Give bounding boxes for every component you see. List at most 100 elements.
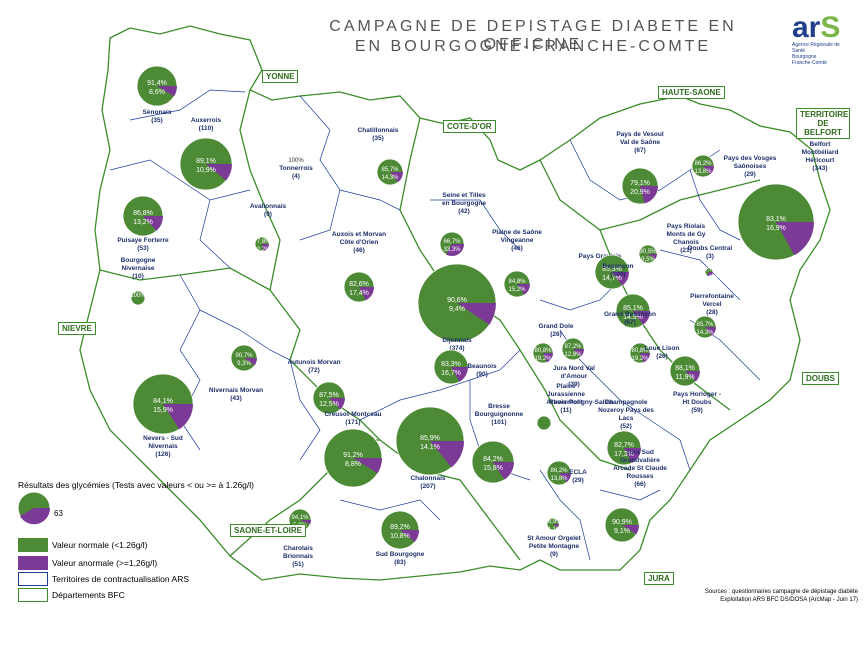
territory-11-pie-abnormal bbox=[640, 186, 658, 204]
dept-label-yonne: YONNE bbox=[262, 70, 299, 83]
territory-33-label-line: Champagnole bbox=[605, 399, 648, 406]
territory-12-abnormal-pct: 13,8% bbox=[694, 169, 712, 175]
territory-37-label: St Amour Orgelet Petite Montagne (9) bbox=[527, 535, 581, 558]
territory-10-normal-pct: 100% bbox=[130, 293, 146, 299]
territory-26-abnormal-pct: 12,5% bbox=[319, 401, 339, 408]
ars-logo-mark: arS bbox=[792, 11, 841, 44]
territory-3-pie-abnormal bbox=[390, 172, 403, 183]
ars-logo: arS Agence Régionale de Santé Bourgogne … bbox=[792, 11, 854, 67]
territory-29-label-line: Creusot-Montceau bbox=[324, 411, 381, 418]
territory-21-label-line: (90) bbox=[476, 371, 488, 378]
territory-18-pie-abnormal bbox=[633, 311, 650, 325]
territory-pies: 91,4%8,6%Sénonais (35)89,1%10,9%Auxerrois… bbox=[117, 65, 840, 568]
territory-21-abnormal-pct: 16,7% bbox=[441, 370, 461, 377]
territory-7-normal-pct: 66,7% bbox=[443, 239, 461, 245]
territory-20-label-line: (43) bbox=[230, 395, 242, 402]
territory-2-label-line: (4) bbox=[292, 173, 300, 180]
territory-17-label-line: Doubs Central bbox=[688, 245, 733, 252]
territory-14-pie-abnormal bbox=[648, 254, 657, 260]
territory-26-pie-abnormal bbox=[329, 398, 345, 410]
territory-20-pie-abnormal bbox=[244, 358, 257, 366]
territory-10-label-line: Bourgogne bbox=[121, 257, 156, 264]
territory-2-normal-pct: 100% bbox=[288, 158, 304, 164]
territory-30-label-line: (207) bbox=[420, 483, 435, 490]
dept-label-cote-dor: COTE-D'OR bbox=[443, 120, 496, 133]
territory-11-label-line: Val de Saône bbox=[620, 139, 660, 146]
territory-34-abnormal-pct: 13,8% bbox=[550, 476, 568, 482]
territory-25-normal-pct: 88,1% bbox=[675, 365, 695, 372]
territory-23-abnormal-pct: 12,8% bbox=[564, 352, 582, 358]
territory-14-abnormal-pct: 9,5% bbox=[641, 257, 655, 263]
territory-19-label-line: (28) bbox=[706, 309, 718, 316]
territory-20-abnormal-pct: 9,3% bbox=[237, 361, 251, 367]
territory-23-label-line: Jura Nord Val bbox=[553, 365, 595, 372]
territory-26-label-line: Autunois Morvan bbox=[287, 359, 340, 366]
territory-38-label-line: Jura Sud bbox=[626, 449, 654, 456]
territory-32-pie-normal bbox=[536, 415, 552, 431]
territory-5-label-line: Avallonnais bbox=[250, 203, 287, 210]
territory-6-label-line: Auxois et Morvan bbox=[332, 231, 386, 238]
territory-14-label-line: Monts de Gy bbox=[666, 231, 705, 238]
territory-6-label-line: Côte d'Orien bbox=[340, 239, 379, 246]
territory-26-label: Autunois Morvan (72) bbox=[287, 359, 340, 374]
territory-10-label-line: (10) bbox=[132, 273, 144, 280]
legend-swatch-abnormal bbox=[18, 556, 48, 570]
territory-5-label: Avallonnais (9) bbox=[250, 203, 287, 218]
territory-38-label: Jura Sud Grandvalière Arcade St Claude Rous… bbox=[613, 449, 667, 488]
territory-29-label: Creusot-Montceau (171) bbox=[324, 411, 381, 426]
territory-16-label: Besançon (109) bbox=[602, 263, 633, 278]
territory-31-label-line: Bourguignonne bbox=[475, 411, 524, 418]
territory-14-label-line: (21) bbox=[680, 247, 692, 254]
legend-swatch-normal bbox=[18, 538, 48, 552]
territory-36-label: Sud Bourgogne (83) bbox=[376, 551, 425, 566]
territory-28-label-line: Nevers - Sud bbox=[143, 435, 183, 442]
territory-27-label: Arbois-Poligny-Salins bbox=[546, 399, 614, 406]
dept-label-belfort: TERRITOIRE DE BELFORT bbox=[796, 108, 850, 139]
map-title-line2: EN BOURGOGNE-FRANCHE-COMTE bbox=[354, 38, 712, 55]
sources-line1: Sources : questionnaires campagne de dép… bbox=[704, 589, 858, 595]
territory-14-normal-pct: 90,5% bbox=[639, 249, 657, 255]
territory-8-normal-pct: 84,8% bbox=[508, 279, 526, 285]
territory-15-label-line: Pays Graylois bbox=[579, 253, 622, 260]
territory-7-abnormal-pct: 33,3% bbox=[443, 247, 461, 253]
territory-23-label-line: d'Amour bbox=[561, 373, 588, 380]
legend-abnormal-label: Valeur anormale (>=1,26g/l) bbox=[52, 558, 158, 568]
territory-11-abnormal-pct: 20,9% bbox=[630, 189, 650, 196]
territory-37-abnormal-pct: 11,1% bbox=[545, 527, 562, 533]
territory-5-normal-pct: 77,8% bbox=[253, 239, 271, 245]
territory-18-label-line: Grand Besançon bbox=[604, 311, 656, 318]
territory-36-abnormal-pct: 10,8% bbox=[390, 533, 410, 540]
territory-33-label-line: Nozeroy Pays des bbox=[598, 407, 654, 414]
territory-1-normal-pct: 89,1% bbox=[196, 158, 216, 165]
territory-7-label: Seine et Tilles en Bourgogne (42) bbox=[442, 192, 486, 215]
territory-37-label-line: Petite Montagne bbox=[529, 543, 580, 550]
territory-28-label: Nevers - Sud Nivernais (126) bbox=[143, 435, 183, 458]
territory-28-label-line: (126) bbox=[155, 451, 170, 458]
territory-9-label-line: (374) bbox=[449, 345, 464, 352]
legend-territories-label: Territoires de contractualisation ARS bbox=[52, 574, 190, 584]
territory-6-pie-abnormal bbox=[359, 287, 374, 301]
territory-35-label-line: (51) bbox=[292, 561, 304, 568]
territory-30-abnormal-pct: 14,1% bbox=[420, 444, 440, 451]
territory-29-abnormal-pct: 8,8% bbox=[345, 461, 361, 468]
territory-38-label-line: Grandvalière bbox=[620, 457, 660, 464]
territory-10-pie-normal bbox=[130, 290, 146, 306]
territory-3-label-line: (35) bbox=[372, 135, 384, 142]
ars-logo-line1: Agence Régionale de Santé bbox=[792, 42, 840, 54]
territory-17-abnormal-pct: 33,3% bbox=[700, 275, 718, 281]
territory-33-pie-abnormal bbox=[624, 448, 641, 464]
territory-29-pie-abnormal bbox=[353, 458, 382, 474]
territory-11-label-line: Pays de Vesoul bbox=[616, 131, 664, 138]
territory-21-pie-abnormal bbox=[451, 367, 468, 382]
territory-35-label-line: Brionnais bbox=[283, 553, 313, 560]
territory-2-label: Tonnerrois (4) bbox=[279, 165, 313, 180]
territory-36-pie-abnormal bbox=[400, 530, 419, 542]
territory-33-label-line: Lacs bbox=[619, 415, 634, 422]
territory-22-abnormal-pct: 19,2% bbox=[534, 356, 552, 362]
territory-12-pie-abnormal bbox=[703, 166, 714, 175]
territory-31-label: Bresse Bourguignonne (101) bbox=[475, 403, 524, 426]
territory-18-label-line: (67) bbox=[624, 319, 636, 326]
territory-9-pie-abnormal bbox=[457, 303, 496, 325]
